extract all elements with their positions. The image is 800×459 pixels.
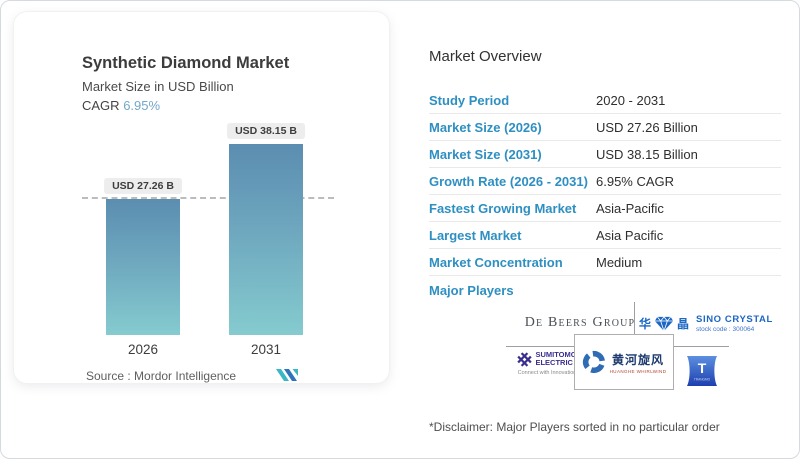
row-label: Market Size (2031) [429, 146, 542, 162]
sino-crystal-name: SINO CRYSTAL [696, 313, 773, 325]
row-value: 6.95% CAGR [596, 173, 675, 189]
t-company-logo: T TRANGMO [684, 353, 720, 394]
row-label: Market Size (2026) [429, 119, 542, 135]
diamond-icon: SC [654, 315, 674, 331]
row-label: Largest Market [429, 227, 522, 243]
cagr-line: CAGR 6.95% [82, 98, 160, 113]
svg-text:T: T [698, 360, 707, 376]
sumitomo-line2: ELECTRIC [535, 358, 573, 368]
chart-title: Synthetic Diamond Market [82, 54, 290, 72]
sumitomo-tagline: Connect with Innovation [517, 369, 577, 376]
table-row: Growth Rate (2026 - 2031) 6.95% CAGR [429, 168, 781, 195]
sumitomo-electric-logo: SUMITOMO ELECTRIC Connect with Innovatio… [510, 350, 584, 376]
bar-value-label-2026: USD 27.26 B [104, 177, 182, 194]
row-value: USD 38.15 Billion [596, 146, 698, 162]
cagr-label: CAGR [82, 98, 120, 113]
x-axis-label-2026: 2026 [127, 342, 159, 357]
table-row: Market Size (2026) USD 27.26 Billion [429, 114, 781, 141]
svg-text:TRANGMO: TRANGMO [694, 378, 711, 382]
row-label: Market Concentration [429, 254, 563, 270]
whirlwind-swirl-icon [582, 350, 605, 374]
table-row: Market Concentration Medium [429, 249, 781, 276]
chart-subtitle: Market Size in USD Billion [82, 79, 234, 94]
row-value: 2020 - 2031 [596, 92, 666, 108]
sumitomo-line1: SUMITOMO [535, 350, 577, 359]
major-players-logos: De Beers Group 华 SC 晶 SINO CRYSTAL stock… [506, 299, 791, 399]
bar-2031 [229, 144, 303, 335]
row-value: Asia Pacific [596, 227, 664, 243]
reference-dashed-line [82, 196, 334, 199]
sino-crystal-cn-left: 华 [639, 316, 652, 331]
market-overview-panel: Market Overview Study Period 2020 - 2031… [429, 48, 781, 298]
debeers-logo-text: De Beers Group [524, 314, 636, 330]
major-players-label: Major Players [429, 283, 514, 298]
source-value: Mordor Intelligence [134, 369, 237, 383]
table-row: Fastest Growing Market Asia-Pacific [429, 195, 781, 222]
sino-crystal-cn-right: 晶 [677, 316, 690, 331]
igeta-icon [517, 352, 533, 367]
table-row: Market Size (2031) USD 38.15 Billion [429, 141, 781, 168]
overview-table: Study Period 2020 - 2031 Market Size (20… [429, 87, 781, 276]
source-label: Source : [86, 369, 131, 383]
mordor-intelligence-logo-icon [276, 369, 298, 381]
row-value: Medium [596, 254, 643, 270]
t-pillow-icon: T TRANGMO [687, 356, 717, 386]
overview-title: Market Overview [429, 48, 542, 65]
bar-2026 [106, 198, 180, 335]
logo-grid-vertical-divider [634, 302, 635, 346]
x-axis-label-2031: 2031 [250, 342, 282, 357]
huanghe-whirlwind-logo: 黄河旋风 HUANGHE WHIRLWIND [574, 334, 674, 390]
sino-crystal-logo: 华 SC 晶 SINO CRYSTAL stock code : 300064 [639, 304, 773, 342]
bar-value-label-2031: USD 38.15 B [227, 123, 305, 139]
debeers-logo: De Beers Group [524, 299, 636, 346]
row-value: Asia-Pacific [596, 200, 664, 216]
source-line: Source : Mordor Intelligence [86, 369, 236, 383]
cagr-value: 6.95% [123, 98, 161, 113]
table-row: Study Period 2020 - 2031 [429, 87, 781, 114]
chart-card: Synthetic Diamond Market Market Size in … [13, 11, 390, 384]
disclaimer-text: *Disclaimer: Major Players sorted in no … [429, 420, 720, 434]
row-label: Growth Rate (2026 - 2031) [429, 173, 588, 189]
row-label: Fastest Growing Market [429, 200, 577, 216]
huanghe-cn-text: 黄河旋风 [611, 352, 664, 367]
row-label: Study Period [429, 92, 510, 108]
sino-crystal-stock-code: stock code : 300064 [696, 325, 755, 333]
huanghe-en-text: HUANGHE WHIRLWIND [609, 368, 667, 374]
table-row: Largest Market Asia Pacific [429, 222, 781, 249]
row-value: USD 27.26 Billion [596, 119, 698, 135]
